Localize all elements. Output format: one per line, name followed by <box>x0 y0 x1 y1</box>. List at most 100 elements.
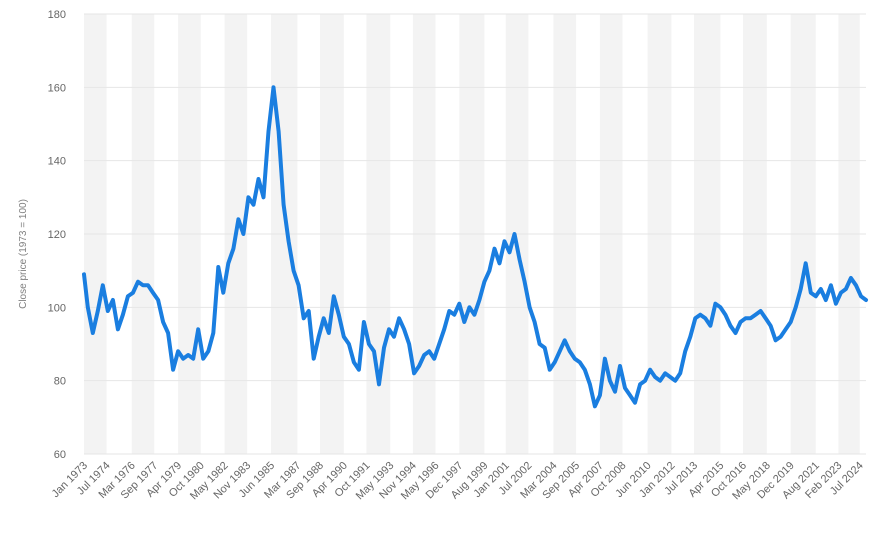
data-point <box>256 177 260 181</box>
data-point <box>713 302 717 306</box>
data-point <box>116 327 120 331</box>
data-point <box>161 320 165 324</box>
data-point <box>272 85 276 89</box>
data-point <box>487 269 491 273</box>
y-tick-label: 120 <box>48 229 66 241</box>
data-point <box>437 342 441 346</box>
data-point <box>743 316 747 320</box>
data-point <box>754 313 758 317</box>
data-point <box>693 316 697 320</box>
data-point <box>588 382 592 386</box>
data-point <box>618 364 622 368</box>
data-point <box>241 232 245 236</box>
data-point <box>357 368 361 372</box>
data-point <box>196 327 200 331</box>
data-point <box>663 371 667 375</box>
data-point <box>402 327 406 331</box>
data-point <box>372 349 376 353</box>
data-point <box>854 283 858 287</box>
data-point <box>347 342 351 346</box>
data-point <box>397 316 401 320</box>
data-point <box>297 283 301 287</box>
data-point <box>482 280 486 284</box>
gridlines <box>84 13 866 455</box>
data-point <box>322 316 326 320</box>
data-point <box>568 349 572 353</box>
data-point <box>422 353 426 357</box>
data-point <box>176 349 180 353</box>
data-point <box>769 324 773 328</box>
data-point <box>784 327 788 331</box>
data-point <box>447 309 451 313</box>
data-point <box>668 375 672 379</box>
data-point <box>126 294 130 298</box>
data-point <box>221 291 225 295</box>
data-point <box>523 280 527 284</box>
data-point <box>548 368 552 372</box>
data-point <box>648 368 652 372</box>
data-point <box>82 272 86 276</box>
data-point <box>683 349 687 353</box>
data-point <box>362 320 366 324</box>
data-point <box>543 346 547 350</box>
data-point <box>814 294 818 298</box>
data-point <box>342 335 346 339</box>
data-point <box>633 401 637 405</box>
data-point <box>261 195 265 199</box>
data-point <box>101 283 105 287</box>
data-point <box>603 357 607 361</box>
data-point <box>91 331 95 335</box>
data-point <box>578 360 582 364</box>
data-point <box>412 371 416 375</box>
data-point <box>673 379 677 383</box>
data-point <box>141 283 145 287</box>
data-point <box>211 331 215 335</box>
data-point <box>779 335 783 339</box>
data-point <box>728 324 732 328</box>
data-point <box>417 364 421 368</box>
data-point <box>608 379 612 383</box>
data-point <box>231 247 235 251</box>
data-point <box>462 320 466 324</box>
data-point <box>151 291 155 295</box>
data-point <box>186 353 190 357</box>
data-point <box>131 291 135 295</box>
data-point <box>749 316 753 320</box>
data-point <box>733 331 737 335</box>
data-point <box>723 313 727 317</box>
data-point <box>824 298 828 302</box>
data-point <box>312 357 316 361</box>
y-tick-label: 60 <box>54 449 66 461</box>
y-axis-ticks: 60 80 100 120 140 160 180 <box>48 9 66 461</box>
data-point <box>106 309 110 313</box>
data-point <box>96 309 100 313</box>
data-point <box>317 335 321 339</box>
data-point <box>452 313 456 317</box>
data-point <box>307 309 311 313</box>
data-point <box>156 298 160 302</box>
data-point <box>703 316 707 320</box>
data-point <box>508 250 512 254</box>
series-group <box>82 85 868 409</box>
data-point <box>277 129 281 133</box>
data-point <box>864 298 868 302</box>
data-point <box>658 379 662 383</box>
data-point <box>628 393 632 397</box>
data-point <box>206 349 210 353</box>
data-point <box>472 313 476 317</box>
data-point <box>708 324 712 328</box>
data-point <box>246 195 250 199</box>
data-point <box>226 261 230 265</box>
data-point <box>849 276 853 280</box>
data-point <box>809 291 813 295</box>
data-point <box>799 287 803 291</box>
data-point <box>553 360 557 364</box>
y-tick-label: 160 <box>48 82 66 94</box>
data-point <box>623 386 627 390</box>
data-point <box>738 320 742 324</box>
data-point <box>287 239 291 243</box>
y-tick-label: 180 <box>48 9 66 21</box>
data-point <box>267 129 271 133</box>
